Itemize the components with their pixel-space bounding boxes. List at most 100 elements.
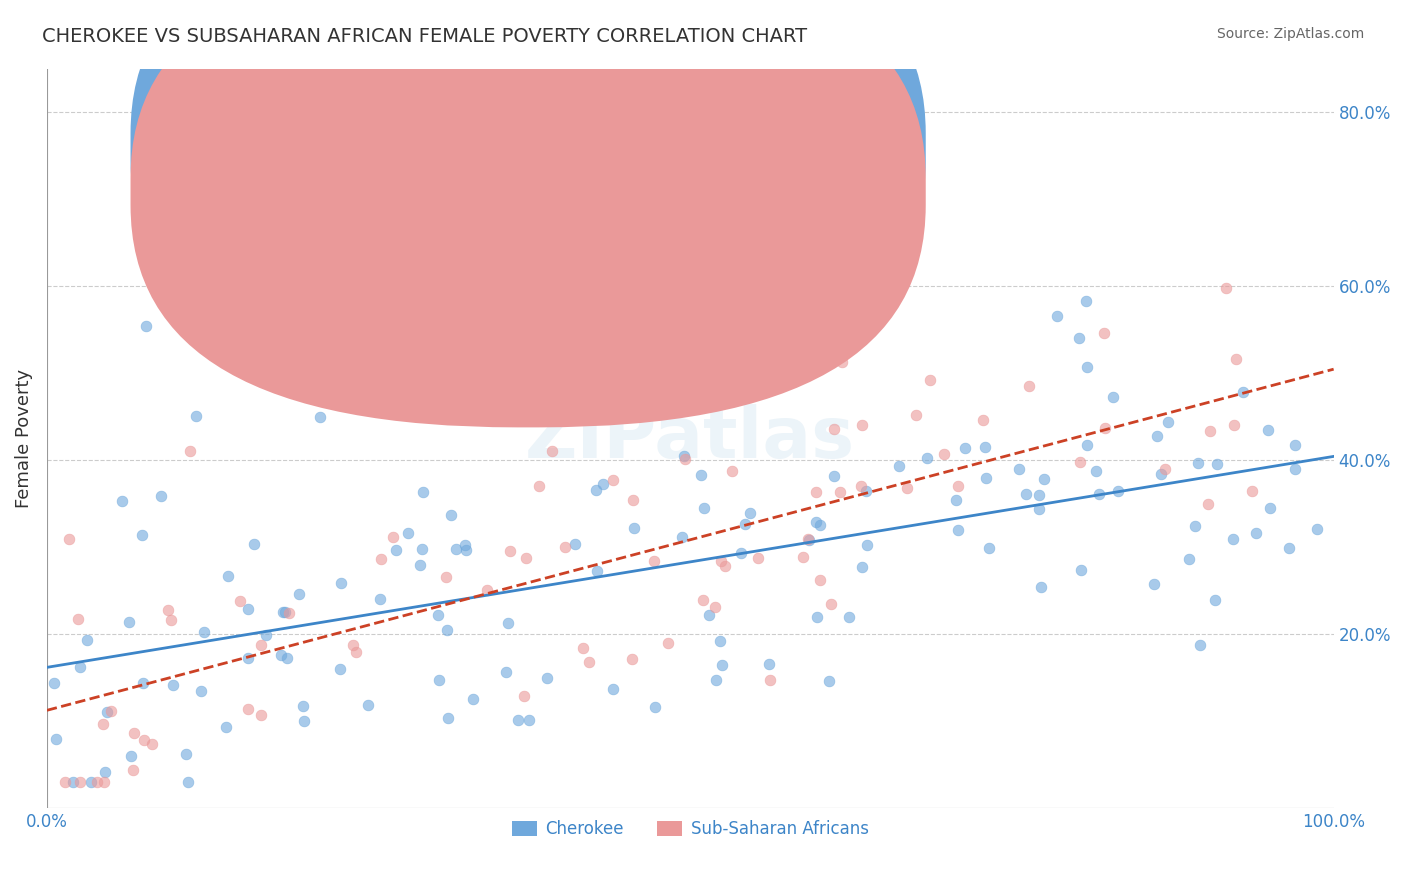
Cherokee <box>243 537 266 551</box>
Cherokee <box>1204 593 1226 607</box>
Sub-Saharan Africans <box>141 737 163 751</box>
Sub-Saharan Africans <box>513 689 536 703</box>
FancyBboxPatch shape <box>498 113 883 224</box>
Sub-Saharan Africans <box>53 775 76 789</box>
Cherokee <box>585 483 607 497</box>
Cherokee <box>586 565 609 579</box>
Cherokee <box>190 683 212 698</box>
Sub-Saharan Africans <box>720 464 742 478</box>
Cherokee <box>799 533 821 548</box>
Cherokee <box>517 713 540 727</box>
Sub-Saharan Africans <box>67 611 90 625</box>
Cherokee <box>62 775 84 789</box>
Cherokee <box>274 605 297 619</box>
Cherokee <box>623 520 645 534</box>
Cherokee <box>974 471 997 485</box>
Cherokee <box>1085 464 1108 478</box>
Sub-Saharan Africans <box>1198 424 1220 438</box>
Cherokee <box>271 605 294 619</box>
Sub-Saharan Africans <box>475 582 498 597</box>
Cherokee <box>1184 519 1206 533</box>
Sub-Saharan Africans <box>121 763 143 777</box>
Cherokee <box>45 731 67 746</box>
Cherokee <box>602 682 624 697</box>
Cherokee <box>1069 331 1091 345</box>
Cherokee <box>806 610 828 624</box>
Y-axis label: Female Poverty: Female Poverty <box>15 369 32 508</box>
Cherokee <box>288 587 311 601</box>
Cherokee <box>734 516 756 531</box>
Cherokee <box>1188 639 1211 653</box>
Sub-Saharan Africans <box>851 417 873 432</box>
Cherokee <box>1177 551 1199 566</box>
Sub-Saharan Africans <box>1069 455 1091 469</box>
Cherokee <box>1070 563 1092 577</box>
Cherokee <box>856 539 879 553</box>
Sub-Saharan Africans <box>277 606 299 620</box>
Cherokee <box>276 651 298 665</box>
Cherokee <box>76 632 98 647</box>
Sub-Saharan Africans <box>692 593 714 607</box>
Cherokee <box>697 608 720 623</box>
Cherokee <box>42 676 65 690</box>
Cherokee <box>1244 525 1267 540</box>
Text: R = 0.460   N = 74: R = 0.460 N = 74 <box>543 182 713 200</box>
Sub-Saharan Africans <box>806 485 828 500</box>
Cherokee <box>236 651 259 665</box>
Cherokee <box>592 477 614 491</box>
Cherokee <box>1257 423 1279 437</box>
Cherokee <box>1150 467 1173 482</box>
Cherokee <box>671 530 693 544</box>
Cherokee <box>974 440 997 454</box>
Sub-Saharan Africans <box>820 598 842 612</box>
Text: ZIPatlas: ZIPatlas <box>526 404 855 473</box>
Cherokee <box>254 628 277 642</box>
Cherokee <box>693 500 716 515</box>
Cherokee <box>270 648 292 662</box>
Cherokee <box>427 607 450 622</box>
Cherokee <box>132 676 155 690</box>
Cherokee <box>184 409 207 423</box>
Cherokee <box>1008 461 1031 475</box>
Sub-Saharan Africans <box>100 704 122 718</box>
Cherokee <box>396 525 419 540</box>
Sub-Saharan Africans <box>554 541 576 555</box>
Sub-Saharan Africans <box>250 639 273 653</box>
Sub-Saharan Africans <box>236 702 259 716</box>
Cherokee <box>855 483 877 498</box>
Sub-Saharan Africans <box>1225 351 1247 366</box>
Cherokee <box>409 558 432 573</box>
Cherokee <box>838 610 860 624</box>
Cherokee <box>111 494 134 508</box>
Cherokee <box>704 673 727 687</box>
Cherokee <box>1284 438 1306 452</box>
Cherokee <box>889 458 911 473</box>
Cherokee <box>564 537 586 551</box>
Cherokee <box>1146 428 1168 442</box>
Sub-Saharan Africans <box>93 775 115 789</box>
Sub-Saharan Africans <box>948 479 970 493</box>
Cherokee <box>193 624 215 639</box>
Sub-Saharan Africans <box>342 638 364 652</box>
Cherokee <box>120 749 142 764</box>
Cherokee <box>1206 457 1229 471</box>
Cherokee <box>177 775 200 789</box>
Cherokee <box>1033 472 1056 486</box>
Cherokee <box>292 714 315 728</box>
Cherokee <box>823 468 845 483</box>
Cherokee <box>1222 533 1244 547</box>
Cherokee <box>711 658 734 673</box>
Sub-Saharan Africans <box>932 447 955 461</box>
Cherokee <box>730 546 752 560</box>
Sub-Saharan Africans <box>160 613 183 627</box>
Sub-Saharan Africans <box>69 775 91 789</box>
Sub-Saharan Africans <box>747 551 769 566</box>
Sub-Saharan Africans <box>344 645 367 659</box>
Sub-Saharan Africans <box>673 452 696 467</box>
Cherokee <box>1015 486 1038 500</box>
Cherokee <box>427 673 450 687</box>
FancyBboxPatch shape <box>131 0 925 383</box>
Cherokee <box>945 492 967 507</box>
Cherokee <box>1074 293 1097 308</box>
Sub-Saharan Africans <box>498 544 520 558</box>
